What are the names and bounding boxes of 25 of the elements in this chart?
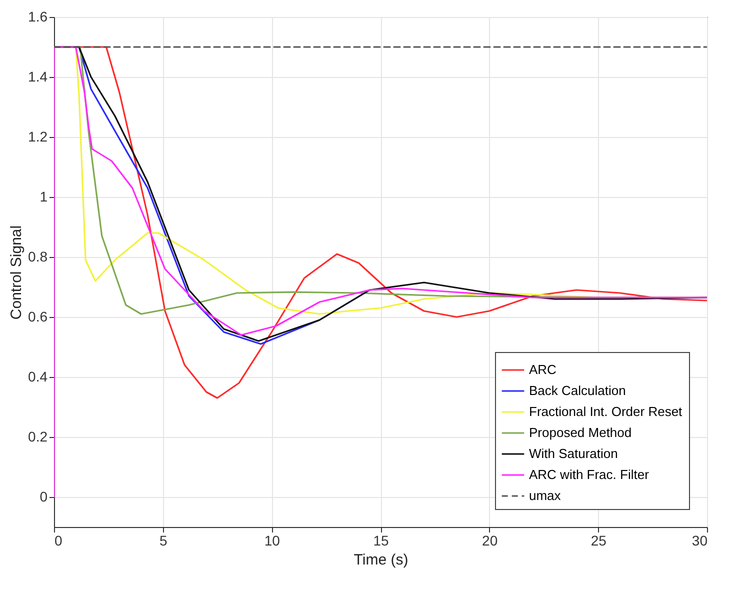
y-tick-label: 1.2 — [28, 128, 48, 144]
x-tick-label: 30 — [692, 532, 708, 548]
y-tick-label: 0.8 — [28, 248, 48, 264]
x-tick-label: 5 — [159, 532, 168, 548]
legend-label: With Saturation — [529, 446, 618, 461]
x-tick-label: 20 — [482, 532, 498, 548]
y-tick-label: 1 — [40, 188, 48, 204]
y-tick-label: 0.6 — [28, 308, 48, 324]
y-tick-label: 1.6 — [28, 8, 48, 24]
x-axis-title: Time (s) — [354, 552, 408, 568]
x-tick-label: 0 — [54, 532, 62, 548]
legend-label: Back Calculation — [529, 383, 626, 398]
x-tick-label: 15 — [373, 532, 389, 548]
x-tick-label: 25 — [590, 532, 607, 548]
y-tick-label: 0 — [40, 488, 48, 504]
x-tick-label: 10 — [264, 532, 280, 548]
legend-label: Proposed Method — [529, 425, 632, 440]
y-axis-title: Control Signal — [8, 225, 26, 320]
y-tick-label: 0.2 — [28, 428, 48, 444]
y-tick-label: 1.4 — [28, 68, 48, 84]
legend-label: Fractional Int. Order Reset — [529, 404, 683, 419]
legend-label: ARC — [529, 362, 556, 377]
y-tick-label: 0.4 — [28, 368, 48, 384]
legend-label: ARC with Frac. Filter — [529, 467, 650, 482]
legend-label: umax — [529, 488, 562, 503]
